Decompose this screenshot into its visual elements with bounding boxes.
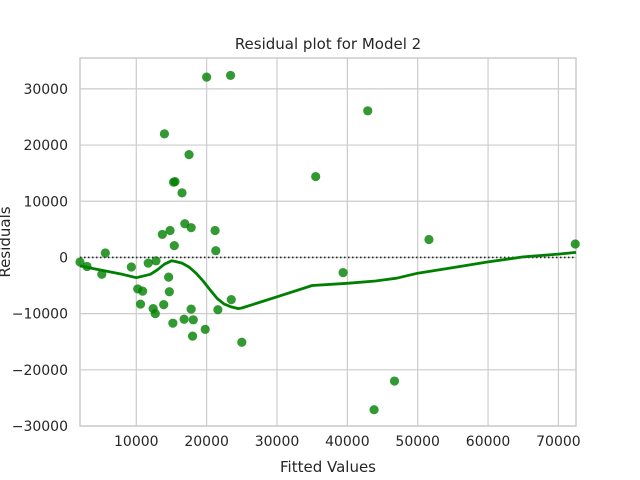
trend-line <box>79 251 577 310</box>
x-tick-label-2: 30000 <box>255 434 300 450</box>
data-point-42 <box>389 376 400 386</box>
data-point-14 <box>159 129 170 139</box>
chart-title: Residual plot for Model 2 <box>235 35 421 53</box>
y-tick-label-0: −30000 <box>12 419 68 435</box>
x-tick-labels: 10000 20000 30000 40000 50000 60000 70000 <box>114 434 581 450</box>
data-point-16 <box>164 287 174 297</box>
y-tick-label-2: −10000 <box>12 307 68 323</box>
data-point-28 <box>187 331 198 341</box>
x-tick-label-3: 40000 <box>325 434 370 450</box>
data-point-44 <box>570 239 580 249</box>
y-tick-label-1: −20000 <box>12 363 68 379</box>
data-point-4 <box>126 262 136 272</box>
plot-background <box>80 58 576 426</box>
data-point-36 <box>226 294 236 305</box>
data-point-6 <box>135 299 146 309</box>
data-point-38 <box>311 171 321 182</box>
data-point-20 <box>168 318 178 328</box>
data-point-29 <box>188 315 198 325</box>
data-point-8 <box>143 258 153 268</box>
data-point-19 <box>169 241 179 251</box>
grid <box>80 58 576 427</box>
data-point-35 <box>225 70 236 81</box>
data-point-12 <box>157 229 167 240</box>
data-point-41 <box>369 405 379 415</box>
data-point-26 <box>186 223 196 233</box>
data-point-13 <box>159 300 169 310</box>
x-tick-label-1: 20000 <box>184 434 229 450</box>
data-point-3 <box>100 248 110 258</box>
data-point-40 <box>363 106 373 116</box>
data-point-22 <box>177 188 187 198</box>
data-point-30 <box>200 324 210 334</box>
data-point-25 <box>184 150 194 160</box>
data-point-32 <box>210 225 220 236</box>
data-point-43 <box>424 234 434 245</box>
data-point-17 <box>165 225 175 236</box>
data-point-37 <box>237 337 247 347</box>
data-point-24 <box>179 314 189 324</box>
data-point-31 <box>202 72 212 82</box>
y-tick-label-6: 30000 <box>23 82 68 98</box>
y-tick-label-3: 0 <box>59 250 68 266</box>
data-point-34 <box>213 305 223 315</box>
lowess-trend <box>79 251 577 310</box>
data-point-11 <box>151 256 161 266</box>
data-point-15 <box>164 272 174 282</box>
y-tick-label-4: 10000 <box>23 194 68 210</box>
y-tick-label-5: 20000 <box>23 138 68 154</box>
data-point-0 <box>75 257 85 267</box>
y-axis-title: Residuals <box>0 206 14 277</box>
x-tick-label-6: 70000 <box>536 434 581 450</box>
data-point-39 <box>338 268 348 278</box>
x-tick-label-0: 10000 <box>114 434 159 450</box>
x-axis-title: Fitted Values <box>280 458 376 476</box>
data-point-21 <box>170 177 180 187</box>
y-tick-labels: −30000 −20000 −10000 0 10000 20000 30000 <box>12 82 68 435</box>
x-tick-label-4: 50000 <box>395 434 440 450</box>
scatter-points <box>75 70 580 415</box>
data-point-27 <box>186 304 196 314</box>
data-point-7 <box>138 286 148 296</box>
data-point-10 <box>150 309 160 319</box>
data-point-33 <box>211 246 221 256</box>
x-tick-label-5: 60000 <box>466 434 511 450</box>
